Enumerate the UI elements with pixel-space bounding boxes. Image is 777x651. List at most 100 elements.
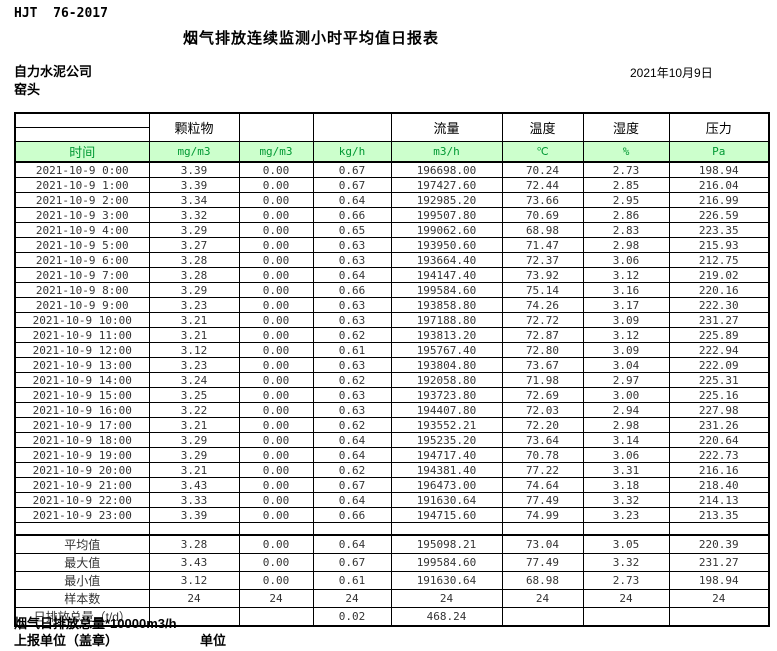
summary-value-cell: 24 bbox=[390, 589, 503, 608]
summary-value-cell: 3.32 bbox=[582, 553, 670, 572]
summary-value-cell: 0.67 bbox=[312, 553, 392, 572]
summary-value-cell: 199584.60 bbox=[390, 553, 503, 572]
col-header-particulate: 颗粒物 bbox=[148, 112, 240, 142]
table-row: 2021-10-9 6:00 3.28 0.00 0.63 193664.40 72.37… bbox=[14, 252, 770, 268]
value-cell: 3.06 bbox=[582, 252, 670, 268]
value-cell: 196698.00 bbox=[390, 161, 503, 178]
value-cell: 194147.40 bbox=[390, 267, 503, 283]
value-cell: 2.86 bbox=[582, 207, 670, 223]
time-cell: 2021-10-9 14:00 bbox=[14, 372, 150, 388]
col-header-humidity: 湿度 bbox=[582, 112, 670, 142]
value-cell: 3.31 bbox=[582, 462, 670, 478]
value-cell: 2.97 bbox=[582, 372, 670, 388]
value-cell: 193950.60 bbox=[390, 237, 503, 253]
value-cell: 3.14 bbox=[582, 432, 670, 448]
table-row: 2021-10-9 20:00 3.21 0.00 0.62 194381.40 77.2… bbox=[14, 462, 770, 478]
table-row: 2021-10-9 4:00 3.29 0.00 0.65 199062.60 68.98… bbox=[14, 222, 770, 238]
header-blank-bottom bbox=[14, 127, 150, 142]
summary-value-cell: 3.43 bbox=[148, 553, 240, 572]
time-cell: 2021-10-9 19:00 bbox=[14, 447, 150, 463]
table-row: 2021-10-9 5:00 3.27 0.00 0.63 193950.60 71.47… bbox=[14, 237, 770, 253]
value-cell: 223.35 bbox=[668, 222, 770, 238]
value-cell: 0.64 bbox=[312, 192, 392, 208]
unit-cell: Pa bbox=[668, 141, 770, 163]
value-cell: 3.22 bbox=[148, 402, 240, 418]
summary-value-cell: 0.00 bbox=[238, 534, 314, 554]
empty-cell bbox=[312, 522, 392, 536]
value-cell: 0.62 bbox=[312, 462, 392, 478]
summary-value-cell: 24 bbox=[238, 589, 314, 608]
standard-code: HJT 76-2017 bbox=[14, 6, 108, 21]
empty-cell bbox=[390, 522, 503, 536]
time-cell: 2021-10-9 17:00 bbox=[14, 417, 150, 433]
value-cell: 0.00 bbox=[238, 342, 314, 358]
col-header-flow: 流量 bbox=[390, 112, 503, 142]
value-cell: 3.43 bbox=[148, 477, 240, 493]
value-cell: 0.00 bbox=[238, 207, 314, 223]
empty-cell bbox=[238, 522, 314, 536]
value-cell: 0.00 bbox=[238, 252, 314, 268]
table-row: 2021-10-9 0:00 3.39 0.00 0.67 196698.00 70.24… bbox=[14, 161, 770, 178]
value-cell: 3.18 bbox=[582, 477, 670, 493]
value-cell: 0.00 bbox=[238, 507, 314, 523]
value-cell: 3.16 bbox=[582, 282, 670, 298]
summary-value-cell: 73.04 bbox=[501, 534, 584, 554]
value-cell: 3.21 bbox=[148, 327, 240, 343]
value-cell: 222.09 bbox=[668, 357, 770, 373]
value-cell: 0.00 bbox=[238, 161, 314, 178]
value-cell: 0.00 bbox=[238, 417, 314, 433]
value-cell: 3.09 bbox=[582, 312, 670, 328]
value-cell: 191630.64 bbox=[390, 492, 503, 508]
value-cell: 216.99 bbox=[668, 192, 770, 208]
summary-value-cell: 468.24 bbox=[390, 607, 503, 627]
value-cell: 0.66 bbox=[312, 207, 392, 223]
value-cell: 0.00 bbox=[238, 477, 314, 493]
value-cell: 3.23 bbox=[148, 357, 240, 373]
value-cell: 70.69 bbox=[501, 207, 584, 223]
summary-rows: 平均值 3.28 0.00 0.64 195098.21 73.04 3.05 220.39 最… bbox=[14, 534, 770, 627]
empty-cell bbox=[668, 522, 770, 536]
col-header-pressure: 压力 bbox=[668, 112, 770, 142]
value-cell: 2.98 bbox=[582, 417, 670, 433]
value-cell: 0.00 bbox=[238, 177, 314, 193]
time-cell: 2021-10-9 15:00 bbox=[14, 387, 150, 403]
value-cell: 77.49 bbox=[501, 492, 584, 508]
value-cell: 0.00 bbox=[238, 222, 314, 238]
value-cell: 212.75 bbox=[668, 252, 770, 268]
value-cell: 3.12 bbox=[582, 327, 670, 343]
unit-cell: m3/h bbox=[390, 141, 503, 163]
value-cell: 3.28 bbox=[148, 267, 240, 283]
value-cell: 192985.20 bbox=[390, 192, 503, 208]
summary-value-cell: 0.64 bbox=[312, 534, 392, 554]
time-cell: 2021-10-9 10:00 bbox=[14, 312, 150, 328]
value-cell: 0.63 bbox=[312, 402, 392, 418]
value-cell: 222.30 bbox=[668, 297, 770, 313]
summary-value-cell: 3.28 bbox=[148, 534, 240, 554]
header-name-row: 颗粒物 流量 温度 湿度 压力 bbox=[14, 112, 770, 142]
value-cell: 70.24 bbox=[501, 161, 584, 178]
summary-value-cell bbox=[238, 607, 314, 627]
value-cell: 194381.40 bbox=[390, 462, 503, 478]
table-row: 2021-10-9 1:00 3.39 0.00 0.67 197427.60 72.44… bbox=[14, 177, 770, 193]
value-cell: 71.47 bbox=[501, 237, 584, 253]
summary-row: 最大值 3.43 0.00 0.67 199584.60 77.49 3.32 231.27 bbox=[14, 553, 770, 572]
value-cell: 0.66 bbox=[312, 507, 392, 523]
time-cell: 2021-10-9 20:00 bbox=[14, 462, 150, 478]
value-cell: 219.02 bbox=[668, 267, 770, 283]
summary-value-cell: 231.27 bbox=[668, 553, 770, 572]
time-cell: 2021-10-9 23:00 bbox=[14, 507, 150, 523]
time-cell: 2021-10-9 12:00 bbox=[14, 342, 150, 358]
table-row: 2021-10-9 18:00 3.29 0.00 0.64 195235.20 73.6… bbox=[14, 432, 770, 448]
summary-value-cell: 191630.64 bbox=[390, 571, 503, 590]
time-cell: 2021-10-9 6:00 bbox=[14, 252, 150, 268]
value-cell: 193723.80 bbox=[390, 387, 503, 403]
value-cell: 73.67 bbox=[501, 357, 584, 373]
value-cell: 3.39 bbox=[148, 177, 240, 193]
value-cell: 74.64 bbox=[501, 477, 584, 493]
report-table: 颗粒物 流量 温度 湿度 压力 时间 mg/m3 mg/m3 kg/h m3/h… bbox=[14, 112, 770, 627]
value-cell: 3.34 bbox=[148, 192, 240, 208]
value-cell: 195767.40 bbox=[390, 342, 503, 358]
value-cell: 72.69 bbox=[501, 387, 584, 403]
value-cell: 213.35 bbox=[668, 507, 770, 523]
value-cell: 72.80 bbox=[501, 342, 584, 358]
